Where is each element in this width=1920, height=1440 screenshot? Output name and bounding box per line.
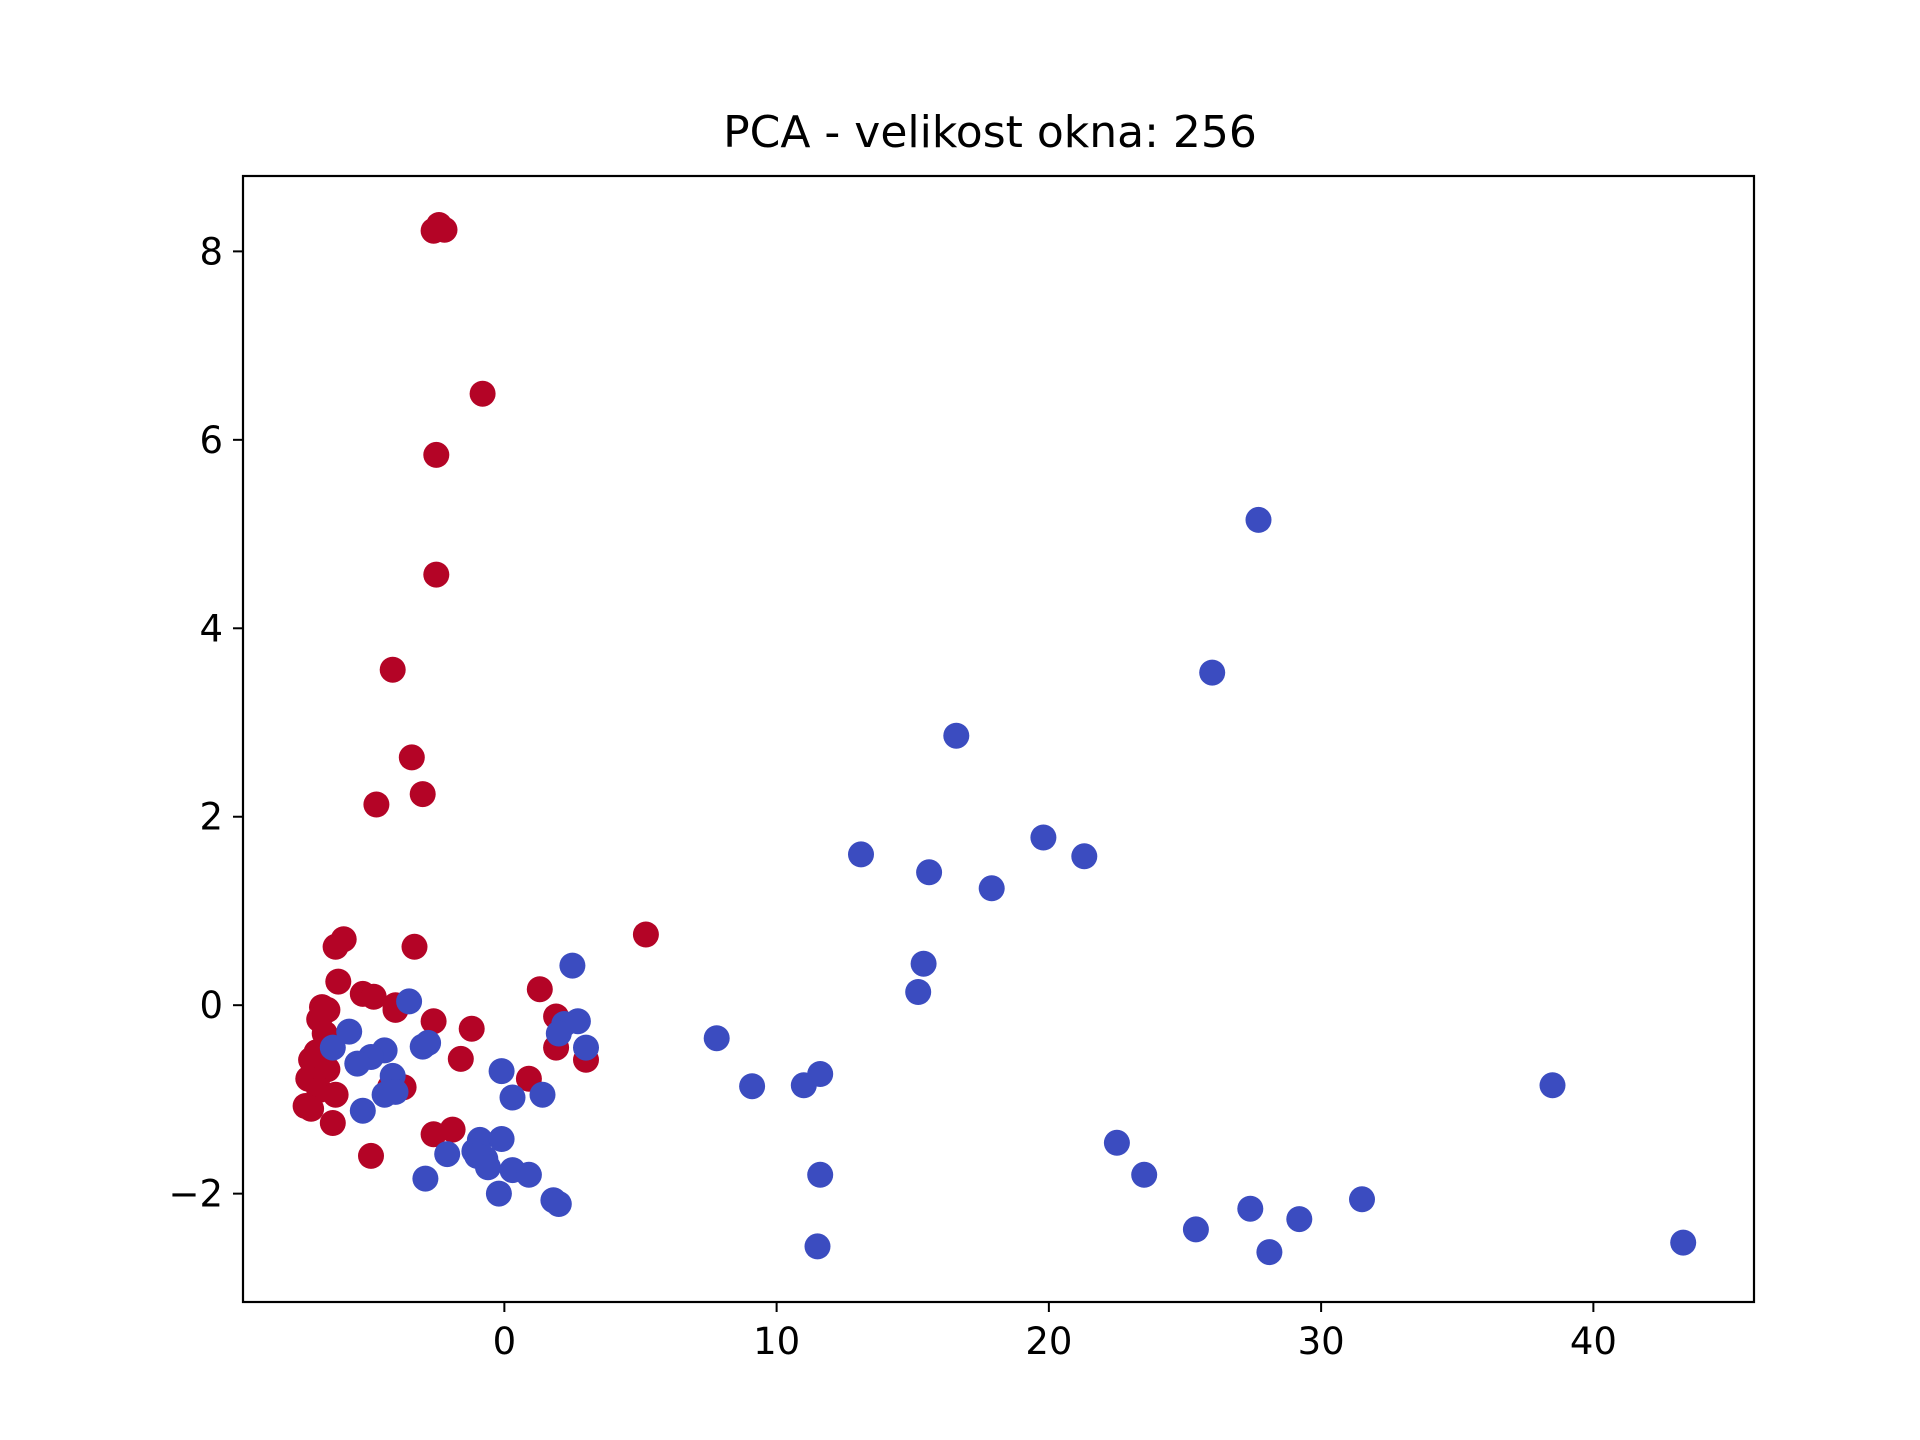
scatter-point xyxy=(1199,659,1226,686)
scatter-point xyxy=(564,1008,591,1035)
scatter-point xyxy=(1030,824,1057,851)
scatter-point xyxy=(409,781,436,808)
scatter-point xyxy=(526,976,553,1003)
scatter-point xyxy=(488,1126,515,1152)
scatter-point xyxy=(790,1072,817,1099)
scatter-point xyxy=(1349,1186,1375,1213)
scatter-point xyxy=(475,1154,501,1181)
y-tick-label: 4 xyxy=(199,607,223,650)
scatter-point xyxy=(632,921,659,948)
scatter-point xyxy=(804,1233,831,1260)
scatter-point xyxy=(363,791,390,818)
scatter-point xyxy=(319,1110,346,1136)
scatter-point xyxy=(559,952,586,979)
x-tick-label: 10 xyxy=(753,1320,800,1363)
x-tick-label: 40 xyxy=(1570,1320,1617,1363)
y-axis: −2 0 2 4 6 8 xyxy=(168,230,243,1216)
x-tick-label: 20 xyxy=(1025,1320,1072,1363)
scatter-point xyxy=(485,1180,512,1207)
y-tick-label: 8 xyxy=(199,230,223,273)
scatter-point xyxy=(1131,1161,1158,1188)
scatter-point xyxy=(1256,1239,1283,1266)
scatter-point xyxy=(319,1034,346,1061)
scatter-point xyxy=(409,1033,436,1060)
scatter-point xyxy=(420,1008,447,1035)
scatter-point xyxy=(469,380,496,407)
scatter-point xyxy=(807,1161,834,1188)
scatter-point xyxy=(1245,506,1272,533)
scatter-point xyxy=(396,988,423,1015)
plot-frame xyxy=(241,174,1756,1304)
scatter-point xyxy=(910,950,937,977)
scatter-point xyxy=(978,875,1005,902)
y-tick-label: 6 xyxy=(199,419,223,462)
scatter-point xyxy=(434,1141,461,1168)
scatter-point xyxy=(344,1050,371,1077)
scatter-point xyxy=(379,656,406,683)
y-tick-label: 0 xyxy=(199,984,223,1027)
scatter-point xyxy=(1237,1195,1264,1222)
scatter-point xyxy=(360,983,387,1010)
scatter-point xyxy=(431,216,458,243)
scatter-point xyxy=(349,1097,376,1124)
scatter-point xyxy=(848,841,874,868)
scatter-point xyxy=(423,561,450,588)
scatter-point xyxy=(905,979,932,1005)
scatter-point xyxy=(458,1015,485,1042)
scatter-point xyxy=(545,1191,572,1217)
scatter-point xyxy=(703,1025,730,1052)
y-tick-label: −2 xyxy=(168,1173,223,1216)
scatter-point xyxy=(1071,843,1098,870)
scatter-point xyxy=(739,1073,766,1100)
scatter-point xyxy=(398,744,425,771)
scatter-point xyxy=(545,1020,572,1047)
scatter-point xyxy=(1182,1216,1209,1243)
scatter-point xyxy=(412,1165,439,1192)
x-axis: 0 10 20 30 40 xyxy=(493,1302,1617,1363)
scatter-point xyxy=(916,859,943,886)
scatter-point xyxy=(573,1034,599,1061)
scatter-point xyxy=(447,1045,474,1072)
scatter-point xyxy=(529,1081,556,1108)
scatter-point xyxy=(336,1018,363,1045)
scatter-point xyxy=(298,1095,325,1122)
scatter-point xyxy=(322,933,349,960)
scatter-point xyxy=(1539,1072,1566,1099)
x-tick-label: 0 xyxy=(493,1320,517,1363)
scatter-points xyxy=(292,212,1697,1266)
scatter-point xyxy=(420,1121,447,1148)
scatter-point xyxy=(401,933,428,960)
scatter-point xyxy=(382,1078,409,1105)
x-tick-label: 30 xyxy=(1298,1320,1345,1363)
scatter-point xyxy=(322,1081,349,1108)
scatter-point xyxy=(1103,1129,1130,1156)
chart-title: PCA - velikost okna: 256 xyxy=(723,107,1257,158)
scatter-point xyxy=(325,968,352,995)
scatter-point xyxy=(488,1058,515,1085)
scatter-point xyxy=(358,1142,384,1169)
scatter-point xyxy=(423,441,450,468)
scatter-point xyxy=(499,1084,526,1111)
scatter-point xyxy=(515,1161,542,1188)
y-tick-label: 2 xyxy=(199,796,223,839)
scatter-point xyxy=(1670,1229,1697,1256)
scatter-point xyxy=(943,722,970,749)
scatter-point xyxy=(1286,1206,1313,1233)
